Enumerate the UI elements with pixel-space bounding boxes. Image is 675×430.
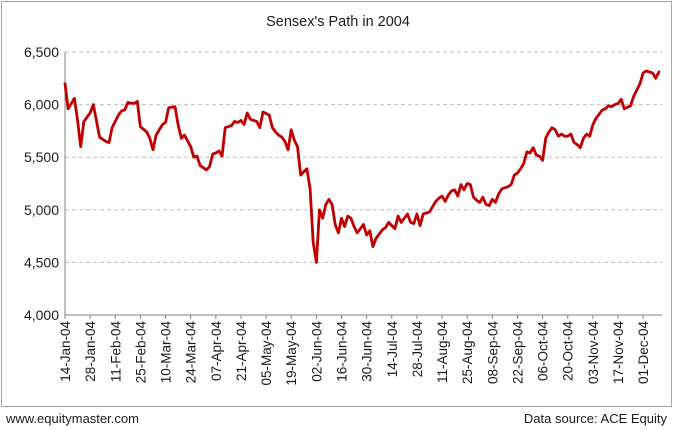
sensex-line-chart: Sensex's Path in 2004 4,000 4,500 5,000 5,5… <box>24 14 662 386</box>
y-tick-label: 4,500 <box>24 254 59 270</box>
x-tick-label: 30-Jun-04 <box>360 321 375 382</box>
y-tick-labels: 4,000 4,500 5,000 5,500 6,000 6,500 <box>24 44 59 323</box>
x-tick-label: 20-Oct-04 <box>561 321 576 382</box>
x-tick-label: 03-Nov-04 <box>586 321 601 385</box>
x-tick-label: 22-Sep-04 <box>510 321 525 385</box>
x-tick-label: 06-Oct-04 <box>536 321 551 382</box>
axis-layer <box>64 52 662 319</box>
y-tick-label: 6,000 <box>24 97 59 113</box>
x-tick-label: 11-Feb-04 <box>108 321 123 383</box>
x-tick-label: 17-Nov-04 <box>611 321 626 385</box>
x-tick-label: 10-Mar-04 <box>159 321 174 384</box>
grid-layer <box>65 51 662 263</box>
x-tick-label: 14-Jul-04 <box>385 321 400 378</box>
y-tick-label: 4,000 <box>24 307 59 323</box>
x-tick-label: 11-Aug-04 <box>435 321 450 384</box>
x-tick-label: 02-Jun-04 <box>309 321 324 382</box>
sensex-series-line <box>63 69 661 264</box>
x-tick-label: 05-May-04 <box>259 321 274 386</box>
footer-website[interactable]: www.equitymaster.com <box>6 411 139 426</box>
x-tick-label: 01-Dec-04 <box>636 321 651 385</box>
x-tick-label: 08-Sep-04 <box>485 321 500 385</box>
y-tick-label: 5,500 <box>24 149 59 165</box>
x-tick-label: 14-Jan-04 <box>58 321 73 382</box>
footer-data-source: Data source: ACE Equity <box>523 411 667 426</box>
x-tick-label: 28-Jan-04 <box>83 321 98 382</box>
chart-frame: Sensex's Path in 2004 4,000 4,500 5,000 5,5… <box>1 1 672 407</box>
x-tick-label: 25-Feb-04 <box>133 321 148 384</box>
y-tick-label: 5,000 <box>24 202 59 218</box>
x-tick-labels: 14-Jan-04 28-Jan-04 11-Feb-04 25-Feb-04 10-M… <box>58 321 651 386</box>
x-tick-label: 28-Jul-04 <box>410 321 425 378</box>
x-tick-label: 16-Jun-04 <box>335 321 350 382</box>
x-tick-label: 19-May-04 <box>284 321 299 386</box>
series-layer <box>63 69 661 264</box>
x-tick-label: 24-Mar-04 <box>184 321 199 384</box>
chart-title: Sensex's Path in 2004 <box>266 14 410 30</box>
y-tick-label: 6,500 <box>24 44 59 60</box>
x-tick-label: 25-Aug-04 <box>460 321 475 385</box>
x-tick-label: 07-Apr-04 <box>209 321 224 382</box>
x-tick-label: 21-Apr-04 <box>234 321 249 382</box>
